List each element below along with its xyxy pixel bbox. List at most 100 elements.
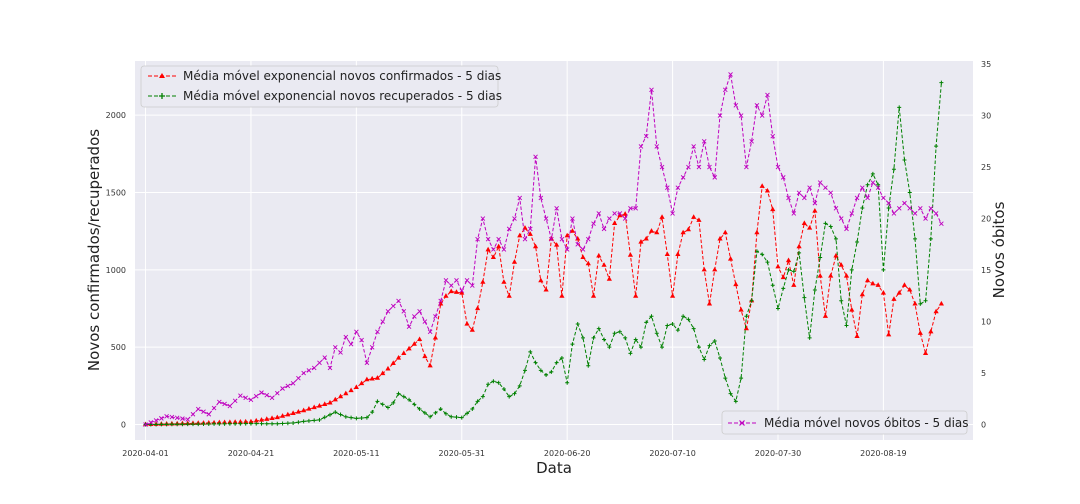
data-point (844, 226, 849, 232)
data-point (390, 303, 396, 309)
data-point (343, 334, 349, 340)
data-point (907, 190, 912, 195)
data-point (770, 133, 776, 139)
data-point (644, 320, 649, 325)
data-point (660, 345, 665, 350)
data-point (775, 263, 781, 269)
data-point (659, 164, 665, 170)
data-point (391, 400, 396, 405)
y-left-tick-label: 1000 (106, 266, 126, 275)
data-point (306, 406, 312, 411)
data-point (580, 254, 586, 260)
legend-marker-deaths (739, 420, 745, 426)
data-point (585, 236, 591, 242)
data-point (438, 298, 444, 304)
data-point (369, 375, 375, 381)
data-point (274, 414, 280, 420)
data-point (475, 236, 480, 242)
data-point (427, 329, 433, 335)
data-point (601, 262, 607, 267)
data-point (759, 113, 765, 118)
data-point (206, 411, 212, 417)
x-tick-label: 2020-04-01 (122, 449, 169, 458)
data-point (786, 195, 791, 201)
data-point (222, 401, 227, 407)
data-point (285, 383, 291, 389)
data-point (601, 226, 607, 232)
data-point (543, 216, 549, 221)
data-point (448, 283, 454, 288)
data-point (390, 360, 396, 366)
data-point (727, 256, 734, 261)
data-point (854, 333, 860, 338)
data-point (659, 214, 665, 219)
data-point (449, 414, 454, 419)
data-point (712, 175, 718, 180)
data-point (469, 283, 475, 288)
data-point (865, 182, 870, 187)
data-point (454, 415, 459, 420)
data-point (833, 252, 839, 258)
data-point (686, 317, 691, 322)
data-point (633, 337, 638, 342)
data-point (628, 205, 633, 211)
data-point (543, 286, 549, 292)
data-point (395, 355, 402, 360)
data-point (180, 422, 185, 427)
data-point (712, 266, 718, 272)
data-point (938, 300, 944, 306)
data-point (922, 350, 929, 355)
data-point (722, 229, 728, 235)
data-point (248, 418, 254, 424)
data-point (259, 421, 264, 426)
data-point (269, 415, 275, 421)
data-point (274, 390, 280, 396)
data-point (791, 211, 797, 216)
data-point (591, 221, 596, 227)
data-point (749, 298, 754, 303)
data-point (459, 288, 465, 293)
data-point (338, 412, 343, 417)
data-point (870, 171, 875, 176)
data-point (696, 217, 702, 222)
data-point (918, 301, 923, 306)
data-point (164, 413, 169, 419)
data-point (427, 362, 433, 368)
data-point (844, 323, 849, 328)
data-point (375, 399, 380, 404)
data-point (148, 420, 154, 425)
data-point (939, 221, 944, 227)
x-tick-label: 2020-05-31 (439, 449, 486, 458)
data-point (222, 421, 227, 426)
data-point (322, 415, 327, 420)
data-point (638, 144, 644, 149)
data-point (227, 403, 233, 409)
data-point (565, 380, 570, 385)
x-axis-title: Data (536, 459, 572, 477)
data-point (643, 235, 649, 241)
data-point (221, 419, 228, 425)
data-point (359, 415, 364, 420)
data-point (770, 283, 775, 288)
data-point (765, 260, 770, 265)
data-point (760, 252, 765, 257)
data-point (264, 421, 269, 426)
data-point (680, 229, 686, 235)
data-point (939, 80, 944, 85)
data-point (934, 144, 939, 149)
data-point (739, 376, 744, 381)
data-point (654, 229, 660, 235)
data-point (380, 319, 386, 324)
data-point (143, 422, 148, 427)
data-point (311, 404, 317, 410)
data-point (174, 415, 180, 421)
data-point (512, 391, 517, 396)
data-point (633, 293, 639, 298)
data-point (897, 105, 902, 110)
data-point (322, 401, 328, 407)
data-point (412, 402, 417, 407)
data-point (301, 370, 306, 376)
data-point (470, 407, 475, 412)
y-right-tick-label: 15 (981, 266, 991, 275)
